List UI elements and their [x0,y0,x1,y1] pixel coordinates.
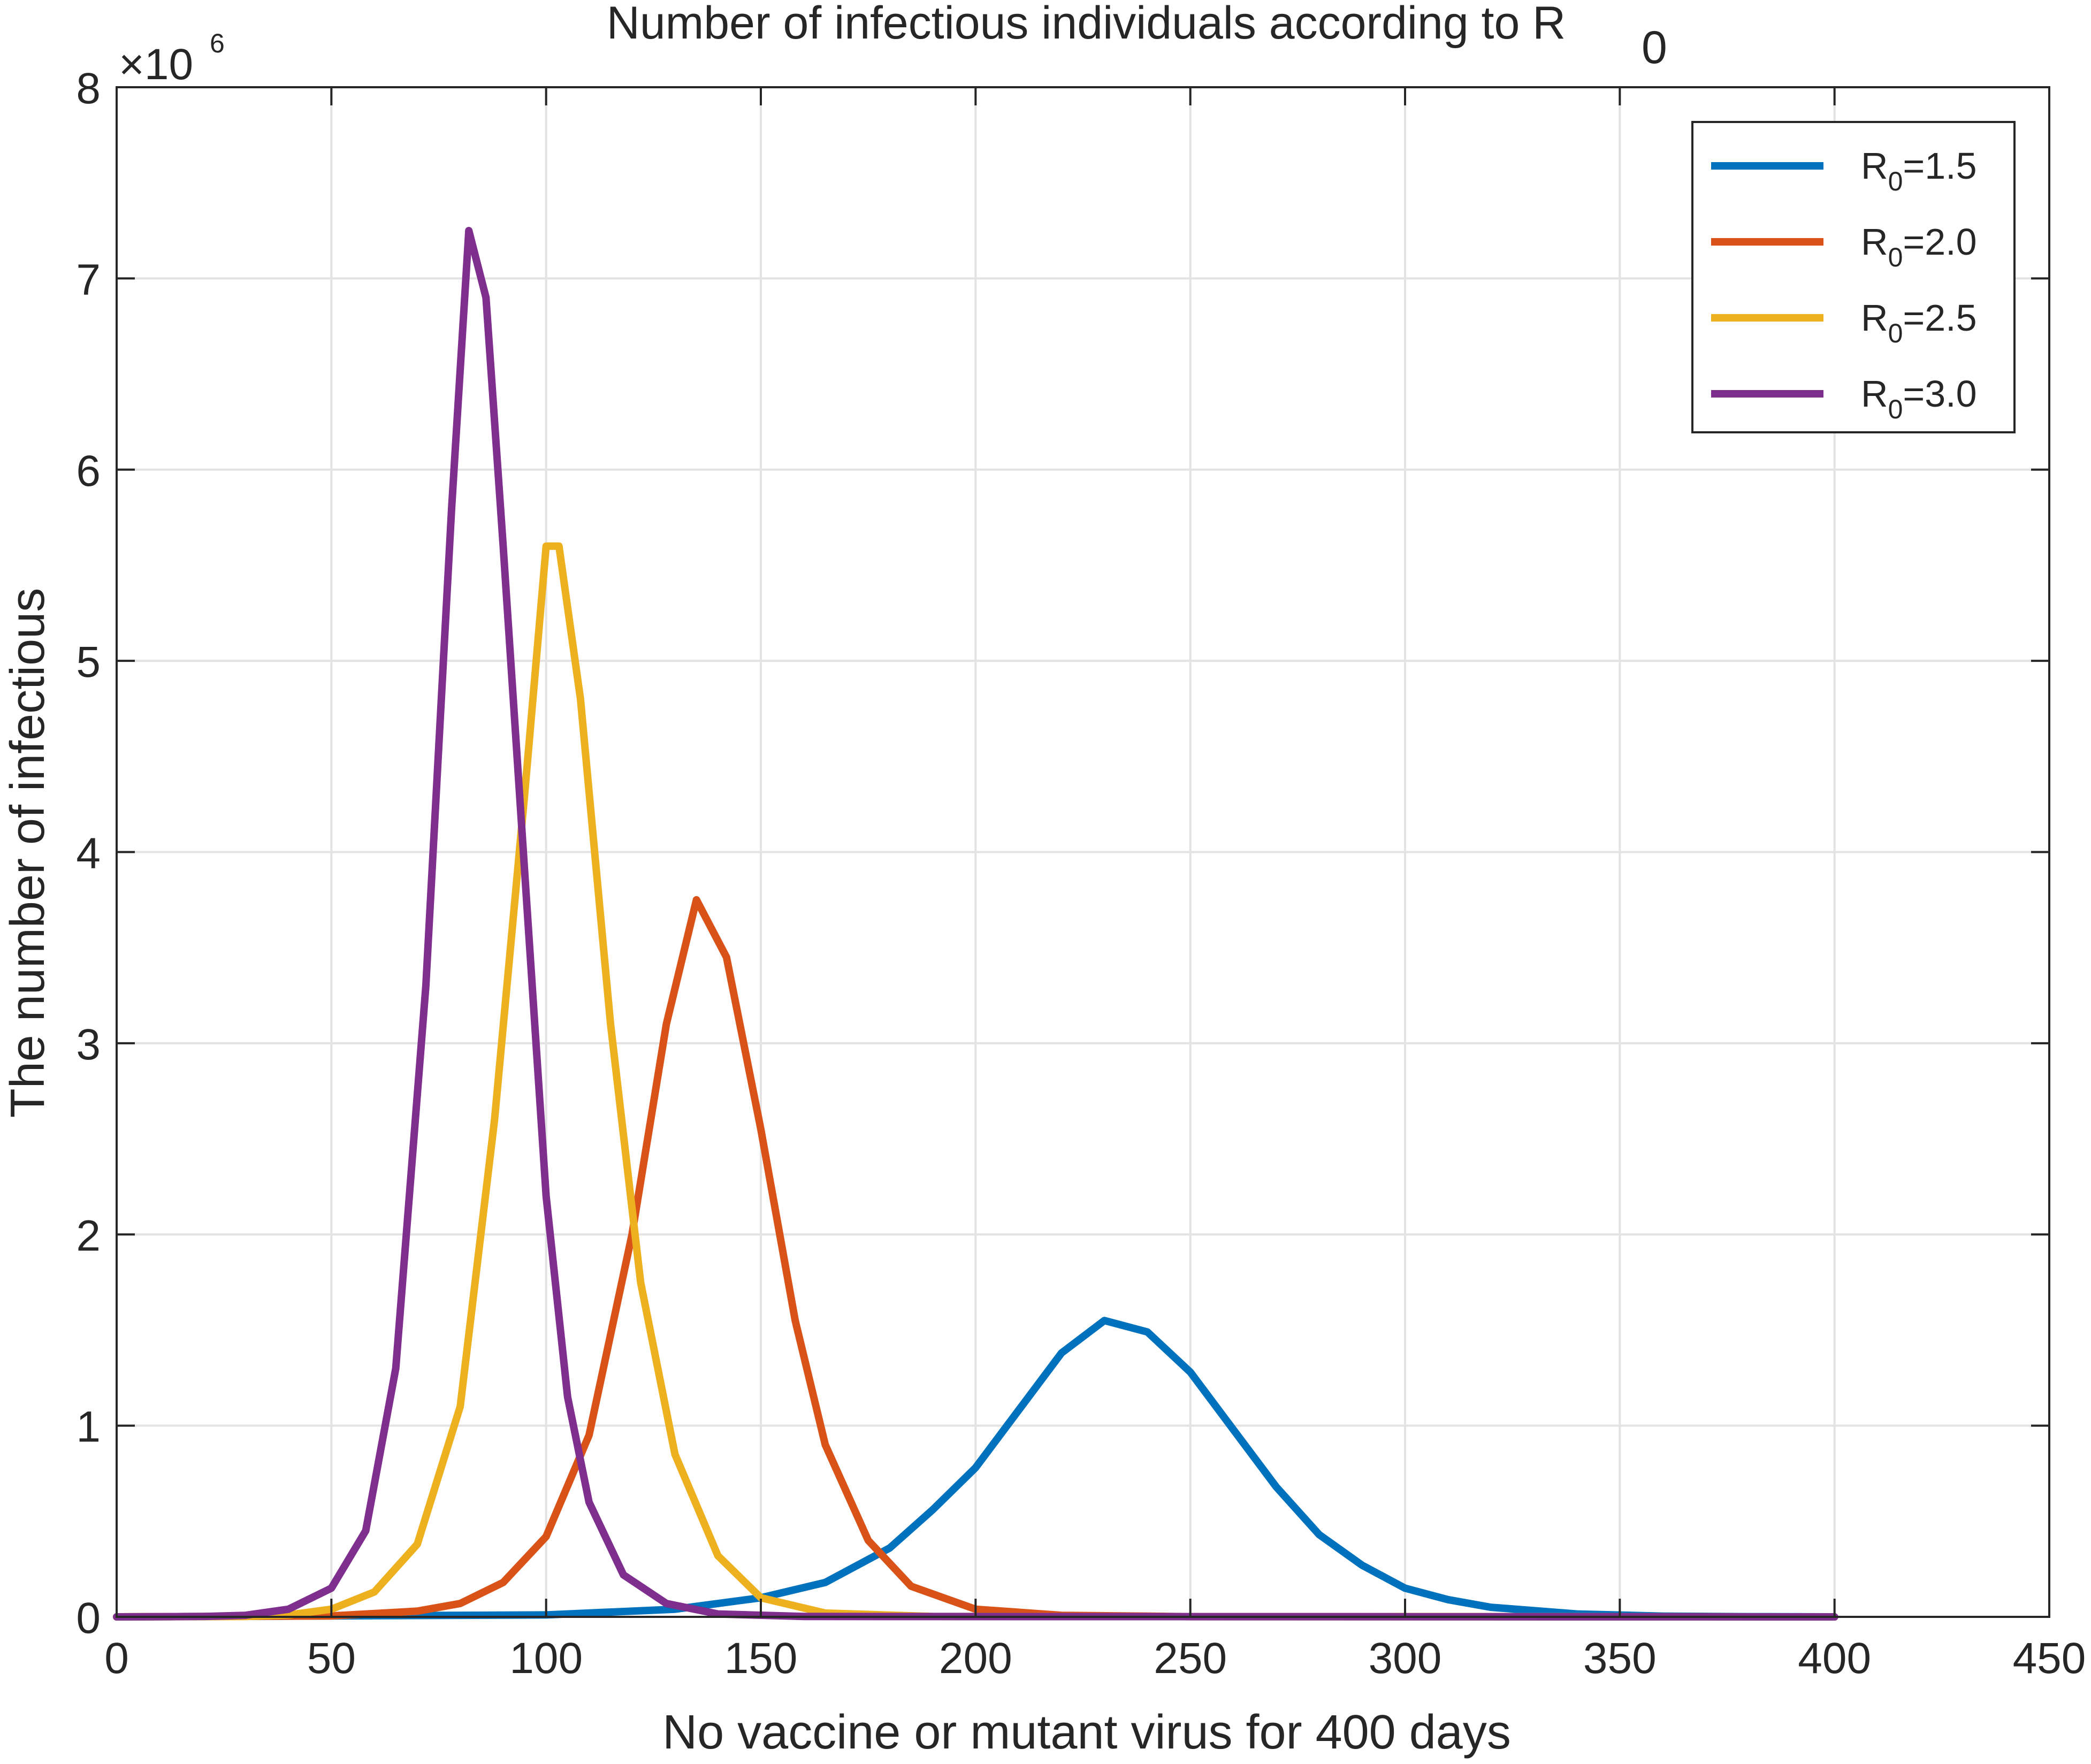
y-exponent-power: 6 [210,28,225,58]
x-axis-title: No vaccine or mutant virus for 400 days [662,1706,1511,1759]
x-tick-label: 250 [1154,1634,1227,1683]
legend-label: R0=3.0 [1861,373,1977,424]
x-tick-label: 350 [1583,1634,1657,1683]
x-tick-label: 400 [1798,1634,1871,1683]
y-axis-title: The number of infectious [1,588,55,1118]
x-tick-label: 300 [1369,1634,1442,1683]
legend-label: R0=2.5 [1861,297,1977,348]
x-tick-label: 150 [724,1634,798,1683]
y-tick-label: 4 [76,829,101,878]
x-tick-label: 0 [104,1634,129,1683]
series-line-R0=2.0 [113,896,1838,1621]
y-tick-label: 7 [76,255,101,304]
axes [116,86,2050,1618]
chart-title: Number of infectious individuals accordi… [607,0,1566,49]
y-tick-label: 1 [76,1403,101,1452]
series-line-R0=3.0 [113,227,1838,1621]
y-tick-label: 8 [76,64,101,113]
tick-labels: 0 50 100 150 200 250 300 350 400 450 0 1 2 3 4 5 6 7 8 [76,64,2086,1683]
legend-label: R0=1.5 [1861,145,1977,196]
y-exponent-label: ×10 [119,40,193,89]
y-tick-label: 6 [76,447,101,495]
y-tick-label: 0 [76,1594,101,1643]
x-tick-label: 200 [939,1634,1012,1683]
x-tick-label: 450 [2013,1634,2086,1683]
series-line-R0=2.5 [113,542,1838,1621]
legend-box [1691,121,2016,433]
legend-label: R0=2.0 [1861,221,1977,272]
legend: R0=1.5 R0=2.0 R0=2.5 R0=3.0 [1691,121,2016,433]
chart-title-subscript: 0 [1642,22,1667,73]
x-tick-label: 100 [509,1634,583,1683]
x-tick-label: 50 [307,1634,356,1683]
series-line-R0=1.5 [113,1317,1838,1621]
grid-lines [117,87,2049,1617]
y-tick-label: 2 [76,1211,101,1260]
series-lines [113,227,1838,1621]
y-tick-label: 5 [76,638,101,686]
y-tick-label: 3 [76,1020,101,1069]
